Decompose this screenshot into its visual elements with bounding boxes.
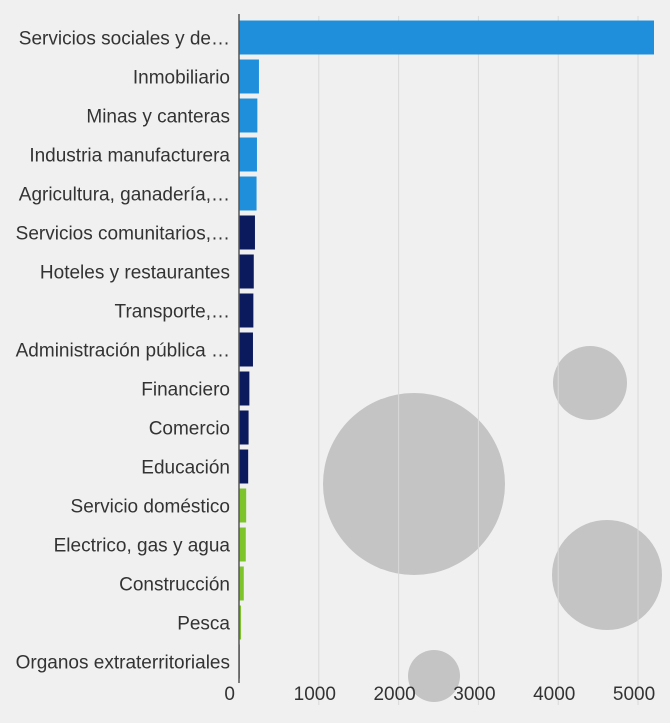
x-tick-label: 1000	[294, 684, 336, 705]
x-tick-label: 5000	[613, 684, 655, 705]
category-label: Agricultura, ganadería,…	[19, 185, 230, 206]
background-bubbles	[323, 346, 662, 702]
bar	[239, 59, 259, 94]
category-label: Comercio	[149, 419, 230, 440]
category-label: Electrico, gas y agua	[54, 536, 231, 557]
x-tick-label: 2000	[373, 684, 415, 705]
x-tick-label: 3000	[453, 684, 495, 705]
x-tick-label: 0	[224, 684, 235, 705]
category-label: Transporte,…	[115, 302, 230, 323]
category-label: Servicios sociales y de…	[19, 29, 230, 50]
bar	[239, 98, 258, 133]
category-labels: Servicios sociales y de… Inmobiliario Mina…	[16, 29, 231, 674]
background-bubble	[552, 520, 662, 630]
bar	[239, 410, 249, 445]
category-label: Minas y canteras	[86, 107, 230, 128]
bar	[239, 20, 654, 55]
background-bubble	[553, 346, 627, 420]
bar	[239, 371, 250, 406]
bar	[239, 605, 241, 640]
category-label: Inmobiliario	[133, 68, 230, 89]
bar	[239, 566, 244, 601]
x-tick-label: 4000	[533, 684, 575, 705]
gridlines	[318, 16, 639, 705]
bar	[239, 332, 253, 367]
category-label: Servicios comunitarios,…	[16, 224, 230, 245]
category-label: Administración pública …	[16, 341, 230, 362]
bars	[239, 20, 654, 679]
bar	[239, 527, 246, 562]
bar	[239, 254, 254, 289]
category-label: Educación	[141, 458, 230, 479]
category-label: Organos extraterritoriales	[16, 653, 230, 674]
category-label: Hoteles y restaurantes	[40, 263, 230, 284]
bar	[239, 293, 254, 328]
bar	[239, 176, 257, 211]
bar	[239, 449, 249, 484]
bar	[239, 137, 257, 172]
category-label: Pesca	[177, 614, 230, 635]
background-bubble	[323, 393, 505, 575]
background-bubble	[408, 650, 460, 702]
bar	[239, 215, 255, 250]
category-label: Construcción	[119, 575, 230, 596]
category-label: Industria manufacturera	[29, 146, 230, 167]
bar	[239, 488, 247, 523]
category-label: Servicio doméstico	[71, 497, 230, 518]
x-tick-labels: 0 1000 2000 3000 4000 5000	[224, 684, 655, 705]
category-label: Financiero	[141, 380, 230, 401]
